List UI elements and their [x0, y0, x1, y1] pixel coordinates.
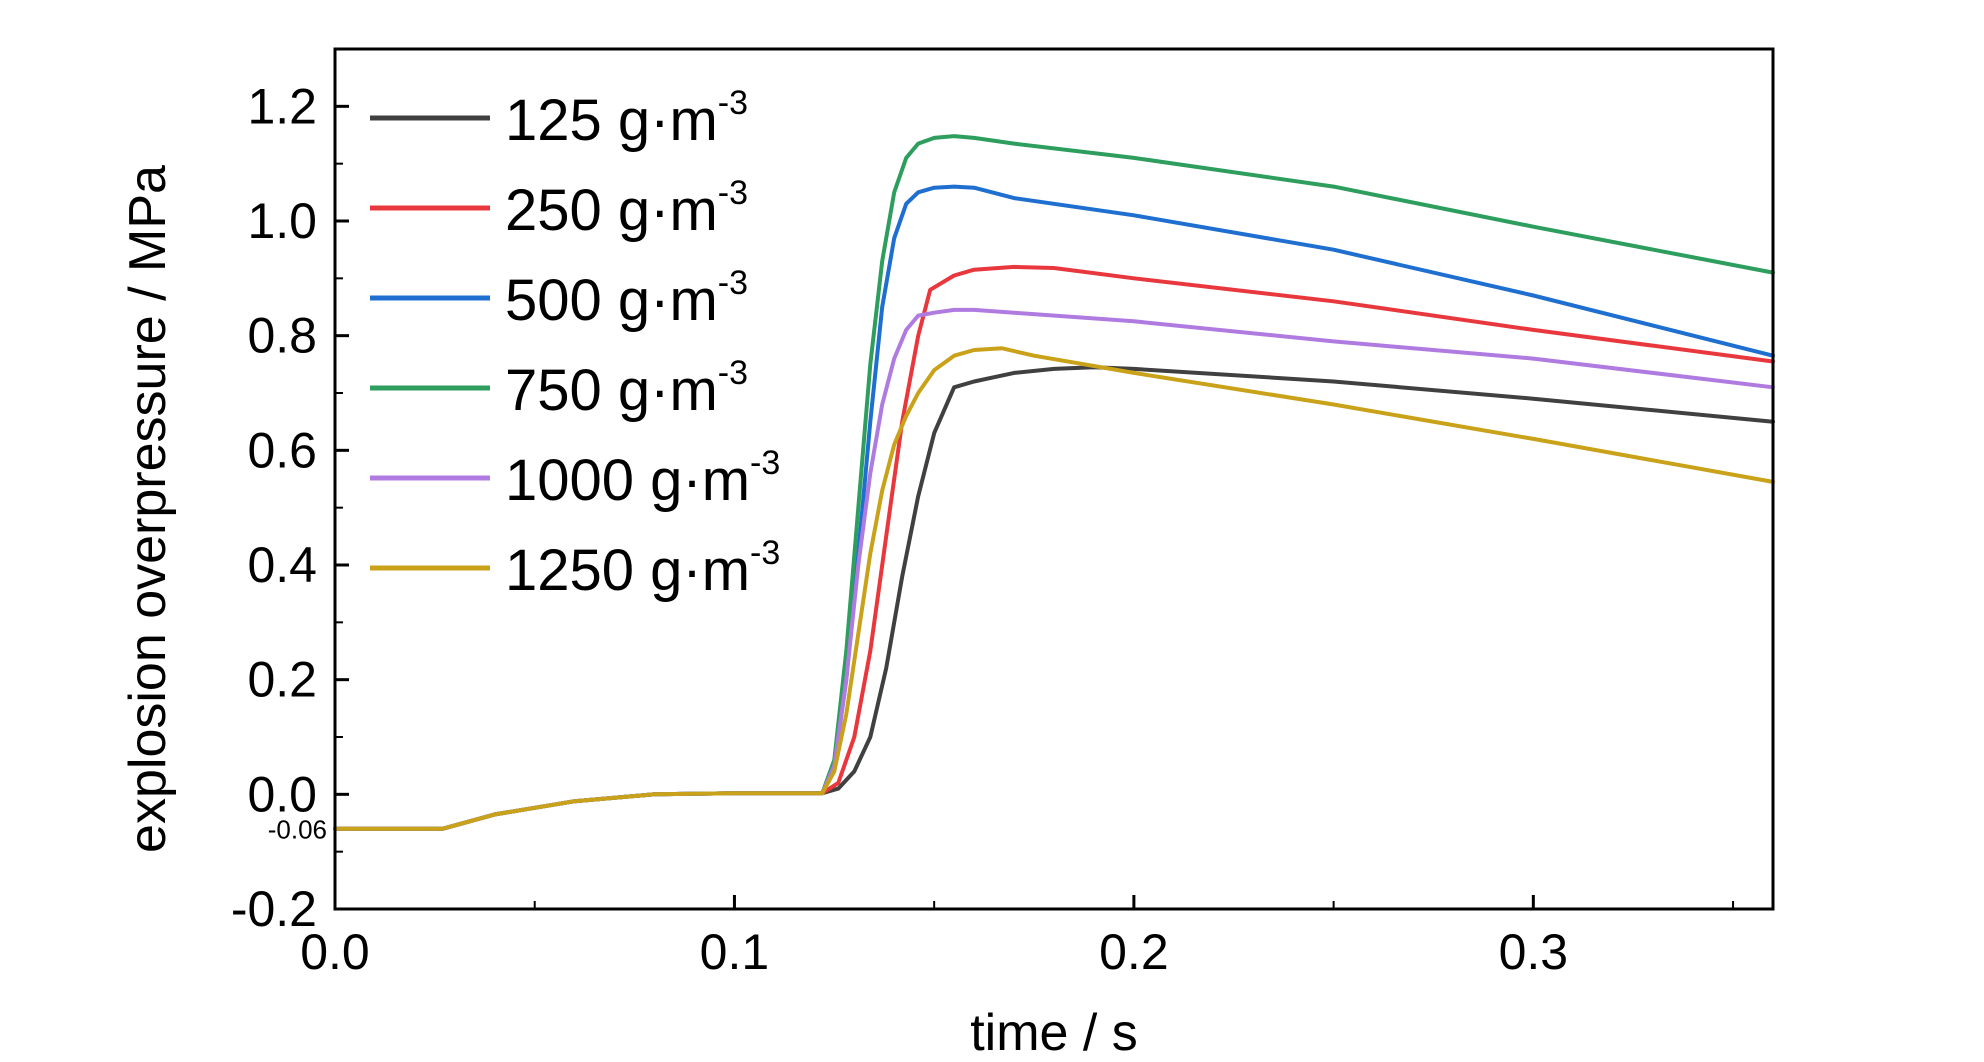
y-tick-label: 0.2 — [247, 652, 317, 708]
y-tick-label: 1.0 — [247, 193, 317, 249]
legend-label: 125 g·m-3 — [505, 84, 748, 153]
series-layer — [333, 134, 1775, 831]
x-tick-label: 0.3 — [1499, 924, 1569, 980]
y-tick-label: 0.0 — [247, 766, 317, 822]
legend-item: 1250 g·m-3 — [370, 534, 780, 603]
annotation-label: -0.06 — [268, 815, 327, 845]
x-tick-label: 0.1 — [700, 924, 770, 980]
legend-label-superscript: -3 — [750, 444, 780, 482]
legend-item: 750 g·m-3 — [370, 354, 748, 423]
legend-label-text: 125 g·m — [505, 88, 718, 153]
plot-frame — [333, 47, 1775, 911]
legend-label-superscript: -3 — [718, 84, 748, 122]
legend-item: 125 g·m-3 — [370, 84, 748, 153]
y-tick-label: 1.2 — [247, 78, 317, 134]
x-tick-label: 0.0 — [300, 924, 370, 980]
legend-item: 250 g·m-3 — [370, 174, 748, 243]
y-tick-label: 0.6 — [247, 422, 317, 478]
legend-item: 1000 g·m-3 — [370, 444, 780, 513]
y-axis-title: explosion overpressure / MPa — [119, 165, 177, 853]
legend-label-superscript: -3 — [718, 174, 748, 212]
legend-label-superscript: -3 — [718, 354, 748, 392]
x-axis-title: time / s — [970, 1004, 1138, 1062]
annotations: -0.06 — [268, 815, 327, 845]
y-tick-label: 0.8 — [247, 308, 317, 364]
legend-label: 1000 g·m-3 — [505, 444, 780, 513]
legend-item: 500 g·m-3 — [370, 264, 748, 333]
y-tick-label: 0.4 — [247, 537, 317, 593]
legend-label-text: 500 g·m — [505, 268, 718, 333]
y-axis: -0.2 0.0 0.2 0.4 0.6 0.8 1.0 1.2 — [231, 48, 349, 937]
y-tick-label: -0.2 — [231, 881, 317, 937]
legend-label: 1250 g·m-3 — [505, 534, 780, 603]
legend-label-text: 750 g·m — [505, 358, 718, 423]
legend-label: 500 g·m-3 — [505, 264, 748, 333]
legend-label-superscript: -3 — [750, 534, 780, 572]
series-line-5 — [333, 346, 1775, 831]
legend-label: 750 g·m-3 — [505, 354, 748, 423]
legend-label-superscript: -3 — [718, 264, 748, 302]
legend-label-text: 1250 g·m — [505, 538, 750, 603]
x-tick-label: 0.2 — [1099, 924, 1169, 980]
x-axis: 0.0 0.1 0.2 0.3 — [300, 895, 1735, 980]
legend-label: 250 g·m-3 — [505, 174, 748, 243]
legend-label-text: 1000 g·m — [505, 448, 750, 513]
legend-label-text: 250 g·m — [505, 178, 718, 243]
